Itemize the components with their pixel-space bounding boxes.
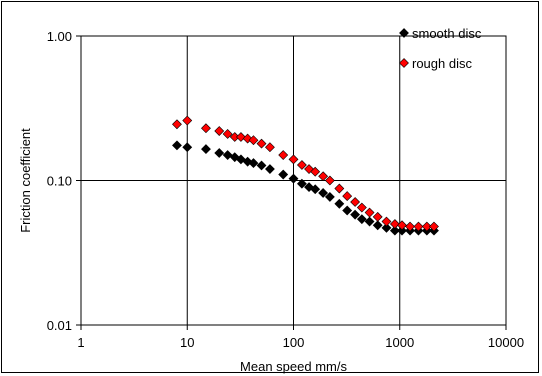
x-axis-title: Mean speed mm/s	[240, 359, 347, 374]
data-point	[182, 115, 193, 126]
data-point	[235, 154, 246, 165]
series-rough-disc	[172, 115, 439, 232]
data-point	[334, 183, 345, 194]
legend-label: rough disc	[412, 56, 472, 71]
data-point	[214, 126, 225, 136]
data-point	[288, 173, 299, 184]
data-point	[201, 144, 211, 154]
data-point	[288, 154, 299, 165]
x-tick-label: 1000	[385, 335, 414, 350]
data-point	[350, 209, 361, 220]
data-point	[364, 216, 375, 227]
data-point	[405, 221, 415, 232]
legend-marker	[399, 58, 409, 68]
data-point	[256, 138, 267, 149]
axes: 1 10 100 1000 10000 0.01 0.10 1.00	[47, 29, 524, 350]
y-axis-title: Friction coefficient	[18, 128, 33, 233]
x-tick-label: 10000	[488, 335, 524, 350]
data-point	[201, 123, 211, 134]
data-point	[222, 150, 233, 160]
y-tick-label: 0.10	[47, 174, 72, 189]
data-point	[235, 132, 246, 142]
data-point	[429, 221, 439, 232]
x-tick-label: 10	[180, 335, 194, 350]
data-point	[229, 152, 240, 163]
data-point	[318, 171, 329, 182]
data-point	[265, 142, 275, 153]
legend-marker	[399, 28, 409, 38]
data-point	[248, 135, 259, 146]
data-point	[310, 184, 321, 195]
data-point	[389, 225, 400, 236]
data-point	[372, 211, 383, 222]
data-point	[389, 219, 400, 229]
legend: smooth disc rough disc	[399, 26, 482, 71]
data-point	[397, 220, 407, 231]
data-point	[222, 129, 233, 139]
data-point	[214, 148, 225, 158]
data-point	[356, 202, 367, 213]
x-tick-label: 1	[77, 335, 84, 350]
y-tick-label: 1.00	[47, 29, 72, 44]
data-point	[364, 207, 375, 218]
data-point	[350, 197, 361, 207]
data-point	[256, 160, 267, 171]
data-point	[278, 150, 289, 160]
y-tick-label: 0.01	[47, 318, 72, 333]
data-point	[278, 169, 289, 180]
data-series	[172, 115, 439, 236]
data-point	[324, 175, 335, 186]
data-point	[310, 166, 321, 177]
legend-label: smooth disc	[412, 26, 482, 41]
data-point	[324, 191, 335, 202]
data-point	[182, 142, 193, 153]
data-point	[397, 225, 407, 236]
data-point	[296, 160, 307, 170]
data-point	[342, 205, 353, 216]
data-point	[318, 188, 329, 198]
data-point	[381, 216, 392, 227]
data-point	[172, 119, 182, 130]
data-point	[248, 158, 259, 169]
data-point	[421, 221, 432, 232]
data-point	[172, 140, 182, 151]
data-point	[381, 222, 392, 233]
data-point	[265, 164, 275, 174]
data-point	[372, 220, 383, 231]
data-point	[356, 214, 367, 225]
data-point	[342, 191, 353, 202]
data-point	[413, 221, 424, 232]
x-tick-label: 100	[283, 335, 305, 350]
data-point	[334, 198, 345, 209]
data-point	[296, 178, 307, 189]
series-smooth-disc	[172, 140, 439, 236]
